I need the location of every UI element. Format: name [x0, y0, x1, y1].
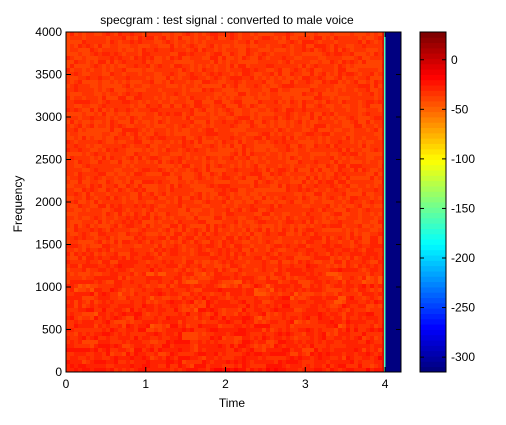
x-tick-label: 1	[142, 377, 149, 391]
y-tick-label: 2000	[35, 195, 62, 209]
x-axis-label: Time	[219, 396, 246, 410]
y-tick-label: 1000	[35, 280, 62, 294]
spectrogram-image	[66, 32, 401, 372]
colorbar-tick-label: -200	[451, 251, 475, 265]
colorbar-tick-label: -50	[451, 102, 469, 116]
x-tick-label: 4	[382, 377, 389, 391]
y-tick-label: 0	[55, 365, 62, 379]
y-tick-label: 2500	[35, 153, 62, 167]
chart-title: specgram : test signal : converted to ma…	[100, 13, 354, 27]
colorbar-tick-label: -100	[451, 152, 475, 166]
y-tick-label: 3000	[35, 110, 62, 124]
x-tick-label: 3	[302, 377, 309, 391]
colorbar-tick-label: -250	[451, 301, 475, 315]
colorbar-tick-label: -150	[451, 201, 475, 215]
y-tick-label: 500	[42, 323, 62, 337]
colorbar-tick-label: 0	[451, 53, 458, 67]
colorbar-tick-label: -300	[451, 350, 475, 364]
x-tick-label: 0	[63, 377, 70, 391]
y-axis-label: Frequency	[11, 176, 25, 233]
y-tick-label: 3500	[35, 68, 62, 82]
y-tick-label: 4000	[35, 25, 62, 39]
spectrogram-axes: 0 1 2 3 4 0 500 1000 1500 2000 2500 3000 3500 4000	[35, 25, 401, 391]
y-tick-label: 1500	[35, 238, 62, 252]
colorbar-image	[420, 32, 446, 372]
x-tick-label: 2	[222, 377, 229, 391]
